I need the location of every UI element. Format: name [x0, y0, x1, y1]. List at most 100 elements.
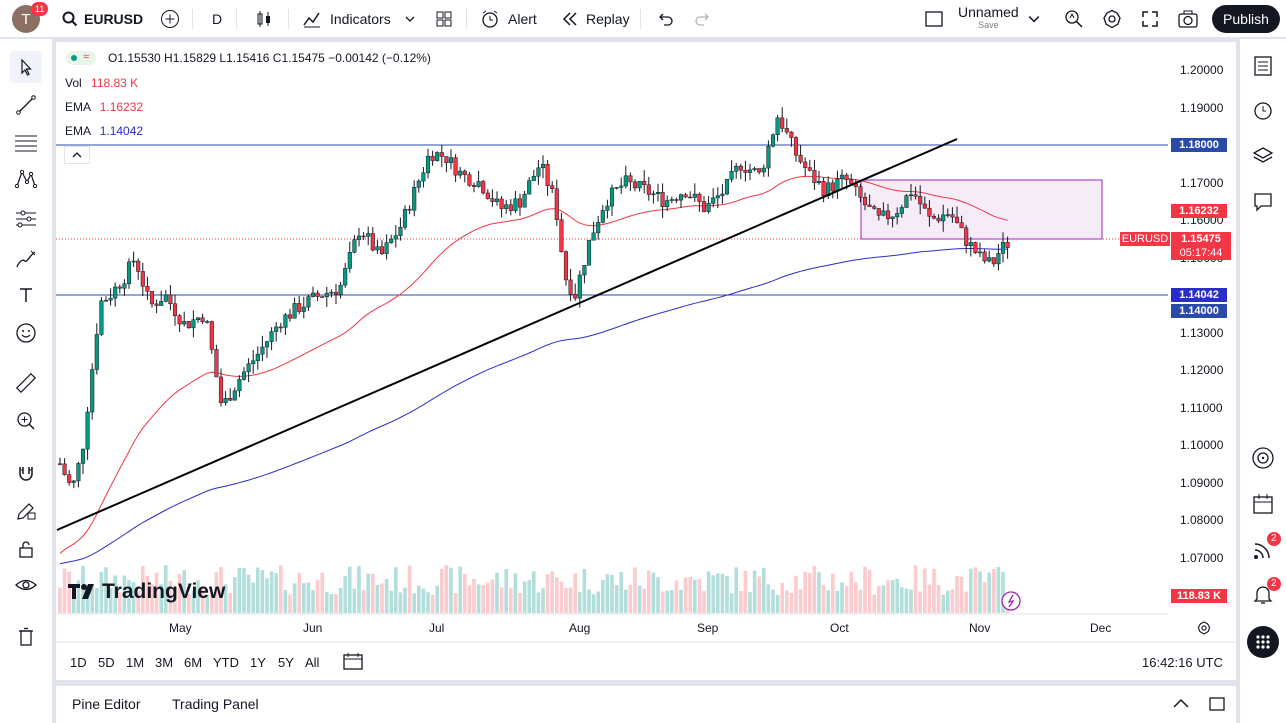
- ema-slow-legend[interactable]: EMA 1.14042: [65, 124, 143, 138]
- zoom-tool[interactable]: [10, 405, 42, 437]
- volume-bar: [348, 566, 352, 613]
- range-button-1d[interactable]: 1D: [70, 655, 87, 670]
- candle-body: [536, 167, 541, 177]
- text-tool[interactable]: [10, 279, 42, 311]
- magnet-tool[interactable]: [10, 457, 42, 489]
- candle-body: [517, 198, 523, 208]
- range-button-5d[interactable]: 5D: [98, 655, 115, 670]
- fib-tool[interactable]: [10, 127, 42, 159]
- candle-body: [228, 397, 233, 401]
- calendar-button[interactable]: [1248, 489, 1278, 519]
- layout-menu-button[interactable]: [1028, 0, 1040, 38]
- layout-button[interactable]: [924, 0, 944, 38]
- redo-button[interactable]: [694, 0, 712, 38]
- volume-bar: [624, 589, 628, 613]
- axis-settings-button[interactable]: [1197, 621, 1211, 640]
- indicators-button[interactable]: Indicators: [302, 0, 415, 38]
- volume-bar: [302, 583, 306, 613]
- market-status-toggle[interactable]: ≈: [66, 51, 96, 65]
- ema-fast-legend[interactable]: EMA 1.16232: [65, 100, 143, 114]
- volume-bar: [969, 568, 973, 613]
- chat-button[interactable]: [1248, 187, 1278, 217]
- object-tree-button[interactable]: [1248, 141, 1278, 171]
- candle-body: [752, 168, 757, 171]
- range-button-6m[interactable]: 6M: [184, 655, 203, 670]
- ideas-stream-button[interactable]: [1248, 535, 1278, 565]
- volume-bar: [159, 584, 163, 613]
- emoji-tool[interactable]: [10, 317, 42, 349]
- quick-search-button[interactable]: [1064, 0, 1084, 38]
- remove-drawings-tool[interactable]: [10, 621, 42, 653]
- range-button-ytd[interactable]: YTD: [213, 655, 239, 670]
- candle-body: [186, 321, 191, 329]
- rewind-icon: [562, 12, 577, 26]
- volume-bar: [219, 567, 223, 613]
- utc-clock[interactable]: 16:42:16 UTC: [1142, 655, 1223, 670]
- volume-bar: [260, 570, 265, 613]
- volume-legend[interactable]: Vol 118.83 K: [65, 76, 138, 90]
- goto-date-button[interactable]: [342, 651, 364, 676]
- volume-bar: [932, 568, 936, 613]
- chart-canvas[interactable]: [56, 42, 1236, 680]
- cursor-tool[interactable]: [10, 51, 42, 83]
- trendline-drawing[interactable]: [56, 138, 958, 531]
- trading-panel-tab[interactable]: Trading Panel: [172, 696, 259, 712]
- brush-tool[interactable]: [10, 243, 42, 275]
- watchlist-button[interactable]: [1248, 51, 1278, 81]
- candle-body: [738, 165, 743, 171]
- volume-bar: [1001, 571, 1005, 613]
- replay-button[interactable]: Replay: [560, 0, 630, 38]
- candle-body: [596, 222, 601, 234]
- interval-button[interactable]: D: [212, 0, 222, 38]
- snapshot-button[interactable]: [1177, 0, 1199, 38]
- candle-body: [255, 353, 260, 362]
- forecast-tool[interactable]: [10, 203, 42, 235]
- price-tick-label: 1.10000: [1180, 438, 1224, 452]
- volume-bar: [532, 571, 536, 613]
- publish-button[interactable]: Publish: [1212, 5, 1280, 33]
- notifications-button[interactable]: [1248, 579, 1278, 609]
- measure-tool[interactable]: [10, 367, 42, 399]
- volume-bar: [978, 571, 982, 613]
- range-button-all[interactable]: All: [305, 655, 320, 670]
- ema-slow-line[interactable]: [59, 248, 1008, 565]
- quick-search-icon: [1065, 10, 1083, 28]
- undo-button[interactable]: [656, 0, 674, 38]
- settings-button[interactable]: [1102, 0, 1122, 38]
- chart-type-button[interactable]: [254, 0, 274, 38]
- alerts-button[interactable]: [1248, 95, 1278, 125]
- range-button-1m[interactable]: 1M: [126, 655, 145, 670]
- lock-tool[interactable]: [10, 533, 42, 565]
- collapse-panel-button[interactable]: [1172, 696, 1190, 714]
- fullscreen-button[interactable]: [1140, 0, 1160, 38]
- candle-body: [862, 197, 868, 206]
- compare-button[interactable]: [160, 0, 180, 38]
- technicals-button[interactable]: [1248, 443, 1278, 473]
- chart-pane[interactable]: ≈ O1.15530 H1.15829 L1.15416 C1.15475 −0…: [56, 42, 1236, 680]
- range-button-5y[interactable]: 5Y: [278, 655, 294, 670]
- symbol-search[interactable]: EURUSD: [62, 0, 143, 38]
- candle-body: [384, 242, 389, 254]
- volume-bar: [315, 579, 320, 613]
- candle-body: [554, 188, 559, 220]
- products-button[interactable]: [1247, 626, 1279, 658]
- pattern-tool[interactable]: [10, 163, 42, 195]
- alert-button[interactable]: Alert: [480, 0, 537, 38]
- visibility-tool[interactable]: [10, 569, 42, 601]
- candle-body: [274, 326, 279, 332]
- range-button-1y[interactable]: 1Y: [250, 655, 266, 670]
- pine-editor-tab[interactable]: Pine Editor: [72, 696, 141, 712]
- trendline-tool[interactable]: [10, 89, 42, 121]
- layout-name[interactable]: Unnamed Save: [958, 0, 1019, 36]
- range-button-3m[interactable]: 3M: [155, 655, 174, 670]
- maximize-panel-button[interactable]: [1208, 695, 1226, 718]
- volume-bar: [361, 590, 366, 613]
- time-tick-label: Oct: [830, 621, 849, 635]
- candle-body: [361, 235, 366, 238]
- tag-symbol: EURUSD: [1120, 232, 1170, 246]
- draw-mode-tool[interactable]: [10, 495, 42, 527]
- collapse-legend-button[interactable]: [64, 146, 90, 164]
- templates-button[interactable]: [434, 0, 454, 38]
- candle-body: [435, 152, 440, 161]
- right-sidebar: 2 2: [1240, 39, 1286, 723]
